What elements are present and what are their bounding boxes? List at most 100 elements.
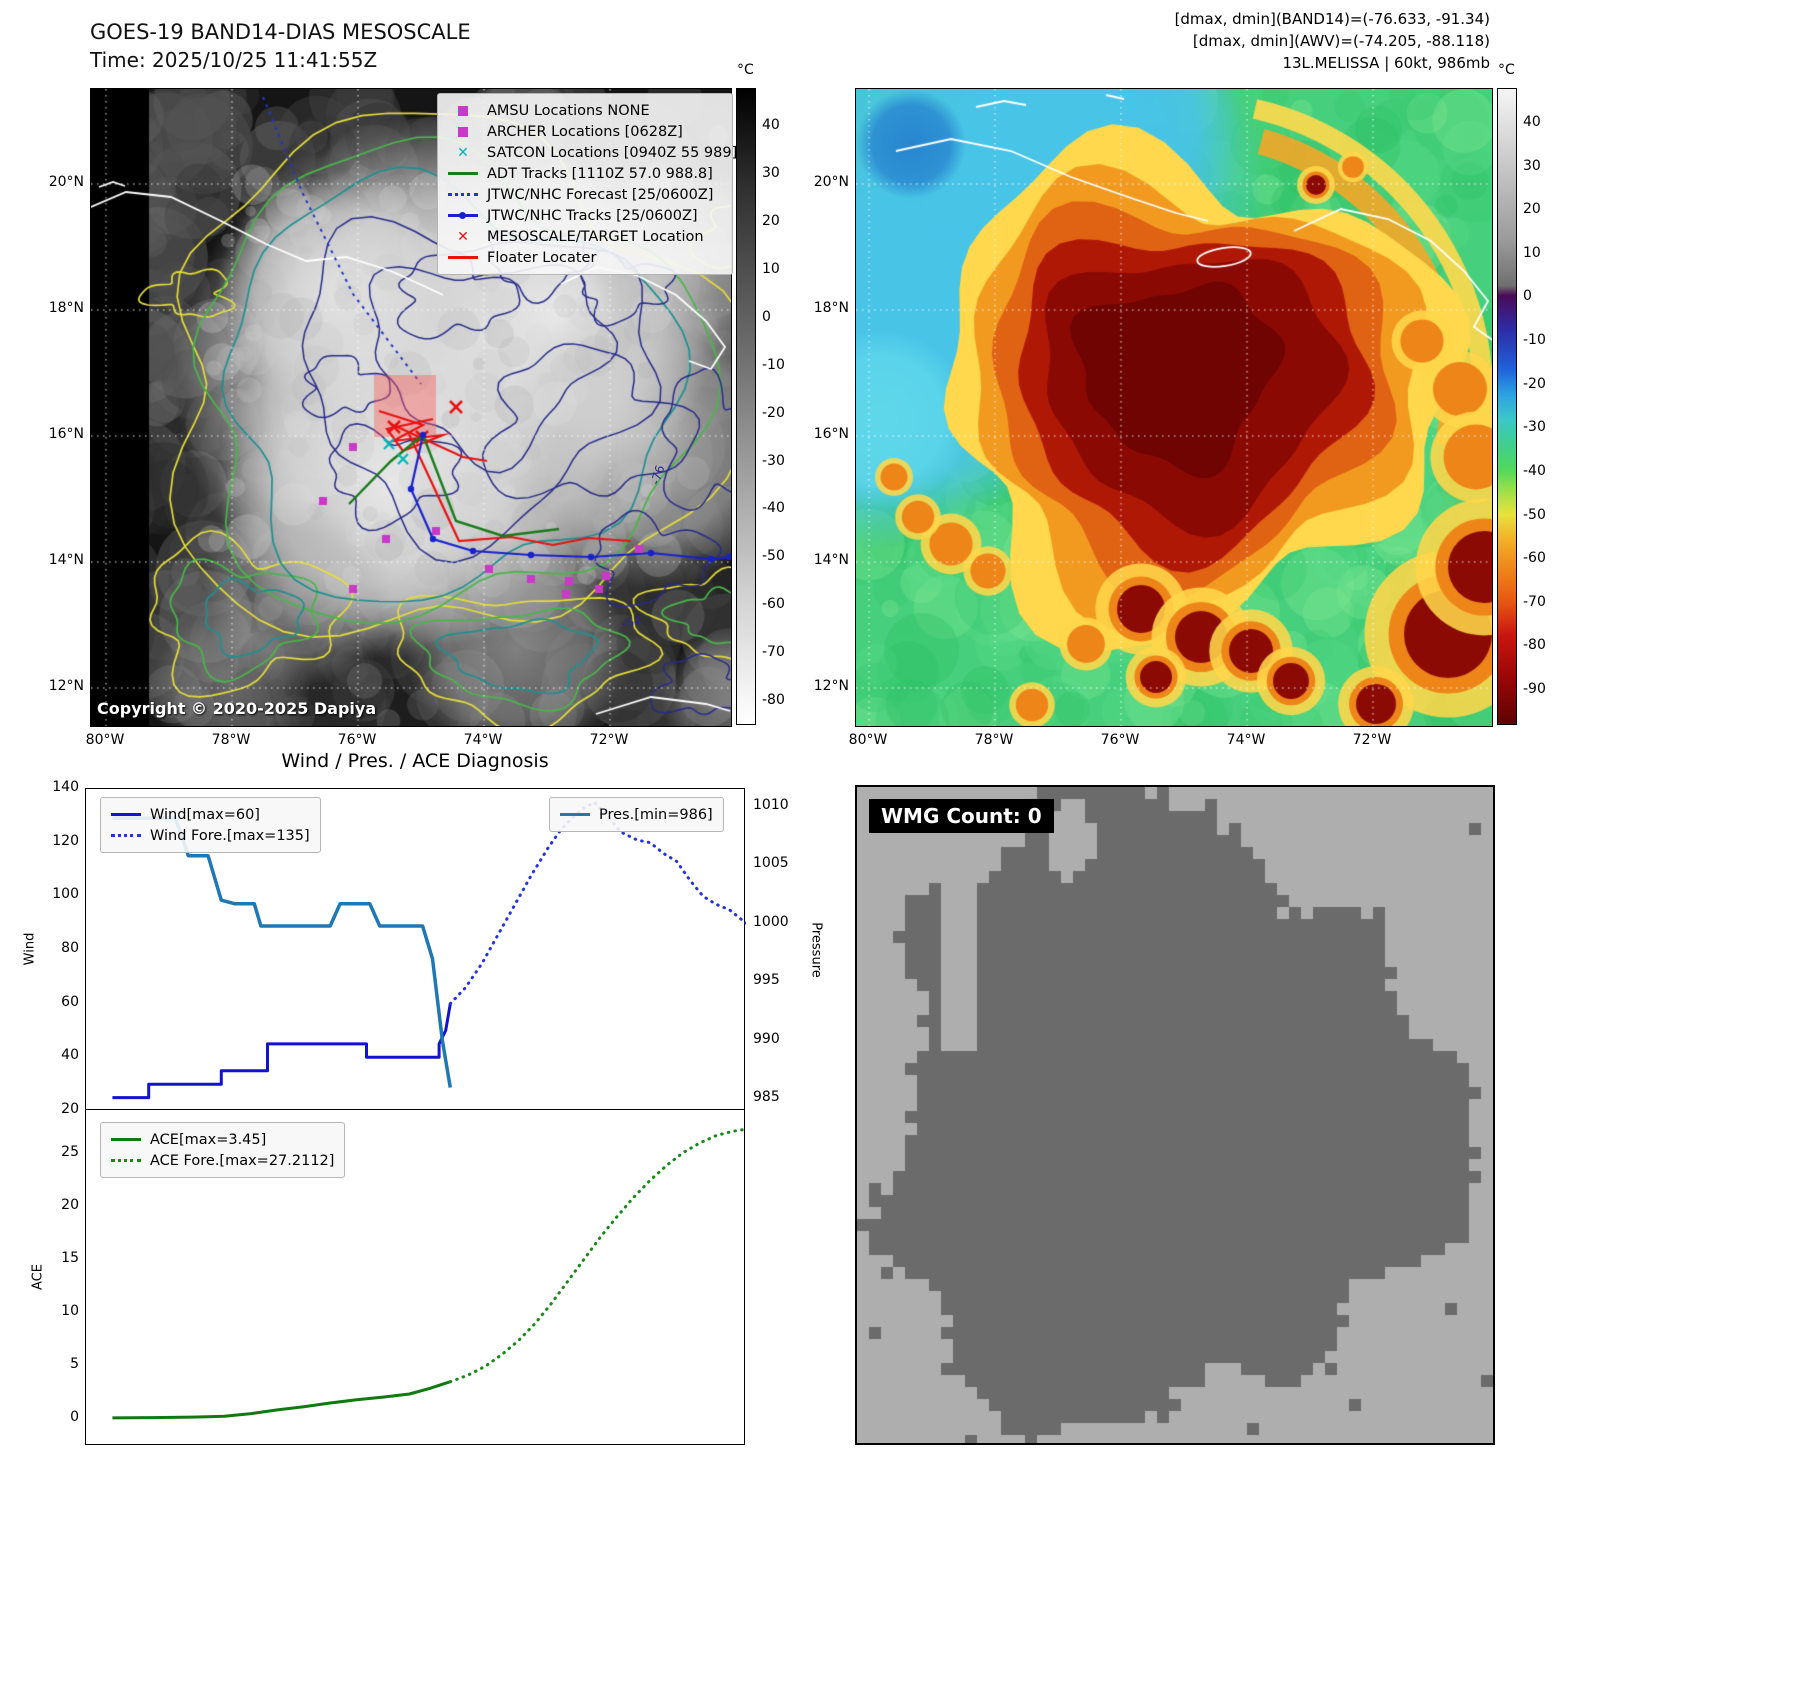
storm-intensity-label: 13L.MELISSA | 60kt, 986mb bbox=[1282, 54, 1490, 72]
colorbar-tick-label: -20 bbox=[762, 404, 785, 421]
series-line bbox=[112, 1003, 452, 1100]
band14-title: GOES-19 BAND14-DIAS MESOSCALE bbox=[90, 20, 471, 44]
lon-tick-label: 76°W bbox=[337, 732, 377, 748]
colorbar-tick-label: -50 bbox=[1523, 506, 1546, 523]
colorbar-tick-label: 40 bbox=[1523, 113, 1541, 130]
wind-axis-label: Wind bbox=[22, 932, 38, 966]
line-marker-icon bbox=[111, 1133, 141, 1147]
legend-item-label: SATCON Locations [0940Z 55 989] bbox=[487, 144, 738, 161]
y-tick-label: 40 bbox=[61, 1047, 79, 1064]
lat-tick-label: 16°N bbox=[48, 426, 84, 442]
x-marker-icon: ✕ bbox=[457, 228, 469, 245]
legend-item-label: Floater Locater bbox=[487, 249, 597, 266]
legend-item-label: MESOSCALE/TARGET Location bbox=[487, 228, 704, 245]
colorbar-tick-label: 10 bbox=[1523, 244, 1541, 261]
y-tick-label: 80 bbox=[61, 940, 79, 956]
copyright-label: Copyright © 2020-2025 Dapiya bbox=[97, 699, 377, 718]
line-marker-icon bbox=[448, 167, 478, 181]
lat-tick-label: 12°N bbox=[813, 678, 849, 694]
legend-item: ✕ MESOSCALE/TARGET Location bbox=[448, 226, 722, 247]
line-marker-icon bbox=[448, 209, 478, 223]
legend-item: JTWC/NHC Tracks [25/0600Z] bbox=[448, 205, 722, 226]
y-tick-label: 0 bbox=[70, 1409, 79, 1426]
awv-satellite-image bbox=[855, 88, 1493, 727]
legend-item: JTWC/NHC Forecast [25/0600Z] bbox=[448, 184, 722, 205]
line-marker-icon bbox=[560, 808, 590, 822]
y-tick-label: 140 bbox=[52, 779, 79, 795]
pressure-legend: Pres.[min=986] bbox=[549, 797, 724, 832]
y-tick-label: 10 bbox=[61, 1303, 79, 1320]
legend-item: Wind Fore.[max=135] bbox=[111, 825, 310, 846]
colorbar-tick-label: -80 bbox=[1523, 637, 1546, 654]
ace-axis-label: ACE bbox=[30, 1264, 46, 1290]
y2-tick-label: 1010 bbox=[753, 796, 789, 813]
y2-tick-label: 985 bbox=[753, 1089, 780, 1106]
colorbar-tick-label: -30 bbox=[762, 452, 785, 469]
ace-legend: ACE[max=3.45] ACE Fore.[max=27.2112] bbox=[100, 1122, 346, 1178]
legend-item-label: Pres.[min=986] bbox=[599, 806, 713, 823]
square-marker-icon bbox=[448, 125, 478, 139]
series-line bbox=[112, 1380, 451, 1420]
colorbar-tick-label: -10 bbox=[1523, 332, 1546, 349]
legend-item-label: Wind[max=60] bbox=[150, 806, 260, 823]
lat-tick-label: 20°N bbox=[48, 174, 84, 190]
y2-tick-label: 990 bbox=[753, 1030, 780, 1047]
colorbar-tick-label: 0 bbox=[762, 308, 771, 325]
lat-tick-label: 18°N bbox=[813, 300, 849, 316]
colorbar-tick-label: -70 bbox=[1523, 593, 1546, 610]
colorbar-tick-label: -90 bbox=[1523, 681, 1546, 698]
colorbar-tick-label: 30 bbox=[762, 165, 780, 182]
awv-colorbar bbox=[1497, 88, 1517, 725]
legend-item-label: Wind Fore.[max=135] bbox=[150, 827, 310, 844]
colorbar-tick-label: -40 bbox=[1523, 462, 1546, 479]
legend-item: ADT Tracks [1110Z 57.0 988.8] bbox=[448, 163, 722, 184]
lat-tick-label: 14°N bbox=[48, 552, 84, 568]
x-marker-icon: ✕ bbox=[457, 144, 469, 161]
y-tick-label: 5 bbox=[70, 1356, 79, 1373]
wmg-count-label: WMG Count: 0 bbox=[869, 799, 1054, 833]
legend-item-label: AMSU Locations NONE bbox=[487, 102, 650, 119]
legend-item: Pres.[min=986] bbox=[560, 804, 713, 825]
y2-tick-label: 1005 bbox=[753, 855, 789, 872]
wmg-image bbox=[857, 787, 1493, 1443]
lon-tick-label: 72°W bbox=[1352, 732, 1392, 748]
y-tick-label: 100 bbox=[52, 886, 79, 903]
dotted-line-marker-icon bbox=[448, 188, 478, 202]
colorbar-tick-label: -40 bbox=[762, 500, 785, 517]
colorbar-tick-label: -30 bbox=[1523, 419, 1546, 436]
colorbar-tick-label: -60 bbox=[1523, 550, 1546, 567]
lat-tick-label: 14°N bbox=[813, 552, 849, 568]
lon-tick-label: 78°W bbox=[974, 732, 1014, 748]
y2-tick-label: 1000 bbox=[753, 913, 789, 930]
y-tick-label: 20 bbox=[61, 1101, 79, 1117]
legend-item-label: ACE[max=3.45] bbox=[150, 1131, 267, 1148]
colorbar-tick-label: 10 bbox=[762, 261, 780, 277]
band14-time-label: Time: 2025/10/25 11:41:55Z bbox=[90, 48, 378, 72]
square-marker-icon bbox=[448, 104, 478, 118]
colorbar-tick-label: -10 bbox=[762, 356, 785, 373]
legend-item: Floater Locater bbox=[448, 247, 722, 268]
legend-item: Wind[max=60] bbox=[111, 804, 310, 825]
awv-colorbar-title: °C bbox=[1498, 62, 1515, 78]
pressure-axis-label: Pressure bbox=[808, 922, 824, 978]
lon-tick-label: 78°W bbox=[211, 732, 251, 748]
lat-tick-label: 16°N bbox=[813, 426, 849, 442]
legend-item: ACE[max=3.45] bbox=[111, 1129, 334, 1150]
legend-item-label: ADT Tracks [1110Z 57.0 988.8] bbox=[487, 165, 713, 182]
awv-header-band14-range: [dmax, dmin](BAND14)=(-76.633, -91.34) bbox=[1174, 10, 1490, 28]
legend-item: ARCHER Locations [0628Z] bbox=[448, 121, 722, 142]
colorbar-tick-label: -80 bbox=[762, 692, 785, 709]
legend-item: ACE Fore.[max=27.2112] bbox=[111, 1150, 334, 1171]
colorbar-tick-label: -60 bbox=[762, 596, 785, 613]
colorbar-tick-label: 40 bbox=[762, 117, 780, 134]
series-line bbox=[112, 816, 453, 1088]
wind-legend: Wind[max=60] Wind Fore.[max=135] bbox=[100, 797, 321, 853]
wmg-panel bbox=[855, 785, 1495, 1445]
lon-tick-label: 80°W bbox=[85, 732, 125, 748]
dotted-line-marker-icon bbox=[111, 1154, 141, 1168]
awv-header-awv-range: [dmax, dmin](AWV)=(-74.205, -88.118) bbox=[1192, 32, 1490, 50]
colorbar-tick-label: -70 bbox=[762, 644, 785, 661]
colorbar-tick-label: -50 bbox=[762, 548, 785, 565]
legend-item: AMSU Locations NONE bbox=[448, 100, 722, 121]
